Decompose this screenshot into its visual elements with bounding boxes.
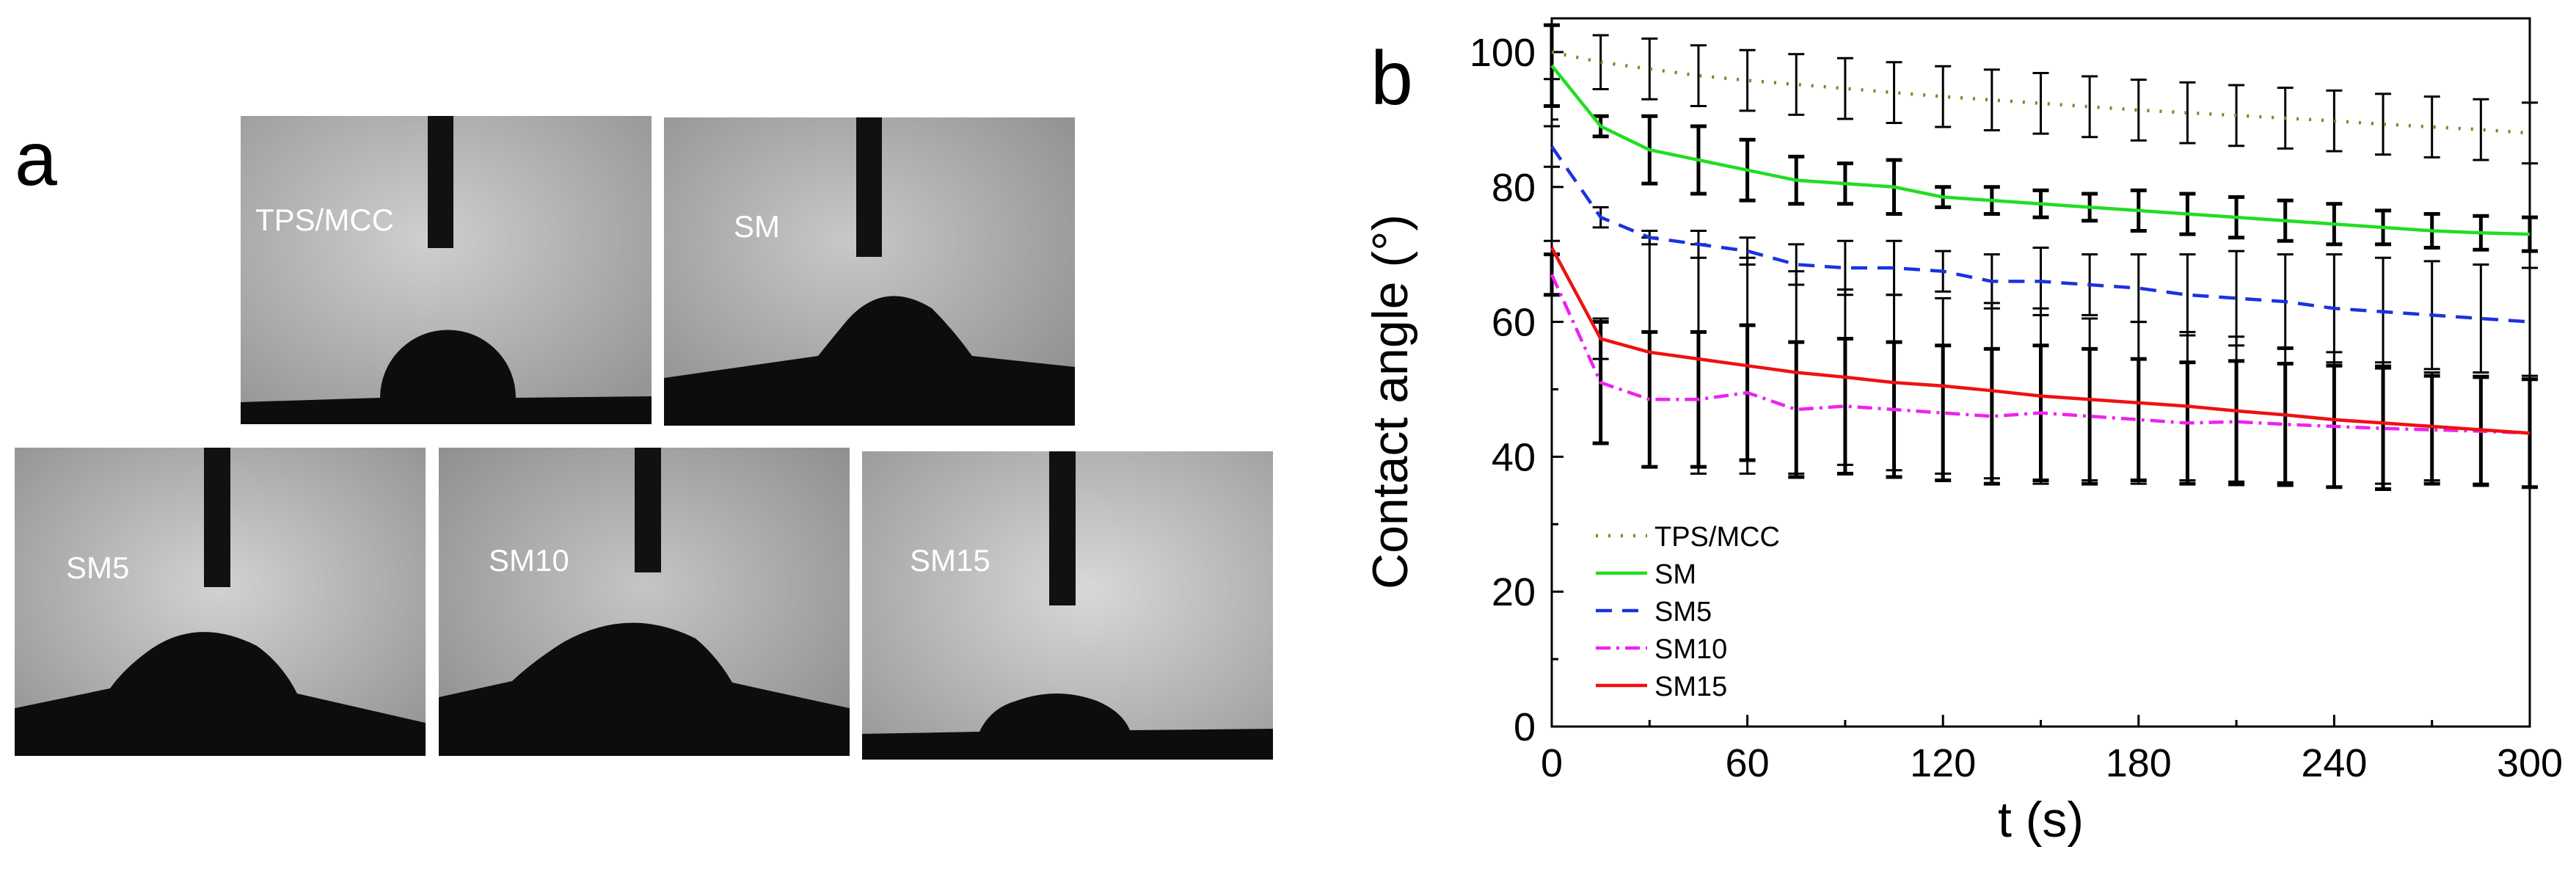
legend-label: SM15: [1654, 672, 1727, 702]
y-tick-label: 80: [1492, 166, 1536, 210]
x-tick-label: 120: [1910, 741, 1976, 785]
photo-label: SM5: [66, 550, 130, 585]
photo-label: TPS/MCC: [255, 203, 394, 237]
series-line-sm15: [1550, 247, 2531, 435]
series-line-sm10: [1550, 274, 2531, 435]
y-tick-label: 40: [1492, 435, 1536, 479]
y-tick-label: 100: [1470, 31, 1536, 75]
y-tick-label: 0: [1514, 705, 1536, 749]
panel-letter-b: b: [1371, 36, 1413, 121]
photo-label: SM15: [910, 543, 990, 578]
series-line-sm5: [1550, 145, 2531, 324]
droplet-photo-sm10: SM10: [439, 448, 850, 756]
droplet-photo-sm: SM: [664, 117, 1075, 426]
legend-label: SM5: [1654, 597, 1712, 627]
x-tick-label: 180: [2106, 741, 2172, 785]
legend-label: SM10: [1654, 634, 1727, 665]
x-tick-label: 60: [1726, 741, 1770, 785]
legend: TPS/MCC SM SM5 SM10 SM15: [1596, 522, 1780, 702]
legend-label: SM: [1654, 559, 1696, 590]
x-tick-label: 240: [2301, 741, 2367, 785]
photo-label: SM10: [489, 543, 569, 578]
series-line-sm: [1550, 64, 2531, 236]
x-tick-label: 300: [2497, 741, 2563, 785]
error-bars-tps-mcc: [1544, 23, 2538, 165]
y-tick-label: 20: [1492, 570, 1536, 614]
legend-label: TPS/MCC: [1654, 522, 1780, 553]
droplet-photo-sm15: SM15: [862, 451, 1273, 760]
error-bars-sm: [1544, 23, 2538, 253]
photo-label: SM: [734, 209, 780, 244]
y-tick-label: 60: [1492, 301, 1536, 345]
x-tick-label: 0: [1541, 741, 1563, 785]
droplet-photo-tps-mcc: TPS/MCC: [241, 116, 652, 424]
panel-letter-a: a: [15, 117, 57, 202]
droplet-photo-sm5: SM5: [15, 448, 426, 756]
y-axis-label: Contact angle (°): [1362, 214, 1418, 589]
x-axis-label: t (s): [1998, 792, 2084, 848]
